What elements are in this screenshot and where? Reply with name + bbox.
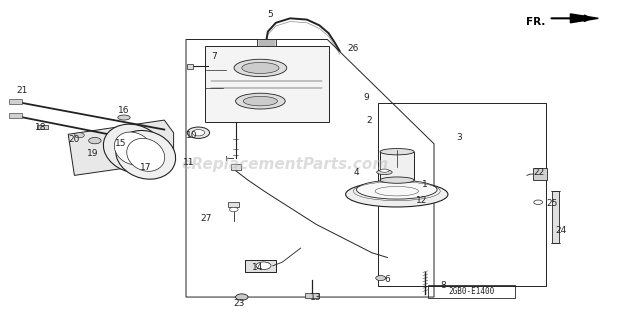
Ellipse shape [116,131,175,179]
Text: 5: 5 [267,10,273,19]
Text: 27: 27 [201,214,212,222]
Ellipse shape [379,169,389,172]
Text: 21: 21 [16,86,27,94]
Ellipse shape [126,138,165,171]
Circle shape [236,294,248,300]
Text: 8: 8 [440,282,446,290]
Text: 10: 10 [187,131,198,140]
Ellipse shape [376,170,392,174]
Circle shape [89,137,101,144]
Ellipse shape [114,132,153,165]
Circle shape [229,207,238,212]
Ellipse shape [234,59,287,77]
Text: 22: 22 [534,168,545,177]
Circle shape [192,130,205,136]
Text: 4: 4 [353,168,360,177]
Text: 25: 25 [546,199,557,208]
Bar [9,99,22,104]
Text: 16: 16 [118,106,130,115]
Text: 6: 6 [384,275,391,284]
Text: 19: 19 [87,149,99,158]
Bar [378,103,546,286]
Bar [305,293,319,298]
Text: 12: 12 [416,196,427,205]
Bar [187,64,193,69]
Ellipse shape [236,93,285,109]
Bar [552,191,559,243]
Polygon shape [68,120,174,175]
Text: 26: 26 [348,45,359,53]
Ellipse shape [380,149,414,155]
Bar [380,152,414,180]
Text: FR.: FR. [526,17,546,27]
Text: 11: 11 [184,158,195,167]
Ellipse shape [104,124,163,173]
Ellipse shape [346,182,448,207]
Text: 9: 9 [363,94,369,102]
Text: 2: 2 [366,116,372,125]
Bar [428,285,515,298]
Text: 18: 18 [35,124,46,132]
Circle shape [187,127,210,138]
Text: 17: 17 [140,163,151,172]
Bar [533,168,547,180]
Bar [205,46,329,122]
Ellipse shape [356,180,437,199]
Ellipse shape [118,115,130,120]
Text: 13: 13 [311,293,322,301]
Ellipse shape [242,62,279,74]
Text: 2GB0-E1400: 2GB0-E1400 [448,287,494,296]
Circle shape [256,262,271,270]
Text: 24: 24 [556,226,567,235]
Bar [228,202,239,207]
Ellipse shape [243,96,278,106]
Circle shape [376,276,386,281]
Text: 15: 15 [115,139,126,148]
Circle shape [534,200,542,204]
Circle shape [74,133,84,138]
Text: 20: 20 [69,135,80,143]
Text: 3: 3 [456,133,462,142]
Text: 1: 1 [422,180,428,189]
Bar [9,113,22,118]
Bar [257,39,276,46]
Text: 23: 23 [233,299,244,308]
Text: eReplacementParts.com: eReplacementParts.com [182,157,389,172]
Bar [245,260,276,272]
Polygon shape [570,14,598,23]
Text: 14: 14 [252,263,263,271]
Bar [37,125,48,129]
Bar [231,164,241,170]
Ellipse shape [380,177,414,183]
Text: 7: 7 [211,52,217,61]
